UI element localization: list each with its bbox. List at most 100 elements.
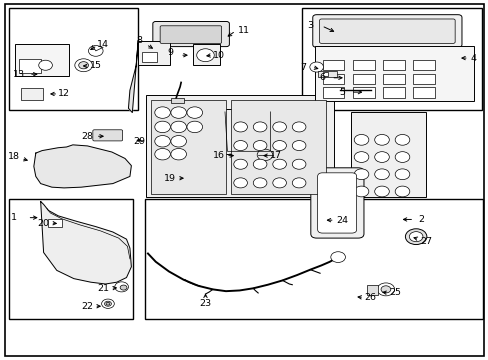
FancyBboxPatch shape: [312, 15, 461, 47]
Bar: [322, 87, 344, 98]
Circle shape: [253, 140, 266, 150]
Text: 2: 2: [417, 215, 423, 224]
Circle shape: [353, 186, 368, 197]
Text: 11: 11: [237, 26, 249, 35]
Text: 1: 1: [11, 213, 17, 222]
Circle shape: [106, 302, 110, 305]
Text: 28: 28: [81, 132, 93, 141]
Circle shape: [253, 159, 266, 169]
Bar: [350, 112, 426, 197]
Bar: [48, 220, 62, 226]
Text: 18: 18: [8, 152, 20, 161]
Text: 10: 10: [213, 51, 224, 60]
Circle shape: [408, 231, 422, 242]
Bar: [317, 71, 336, 77]
Circle shape: [88, 45, 103, 56]
Bar: [382, 87, 404, 98]
Circle shape: [233, 159, 247, 169]
Text: 8: 8: [136, 36, 142, 45]
Circle shape: [292, 178, 305, 188]
Circle shape: [155, 121, 170, 133]
Circle shape: [104, 301, 111, 306]
Circle shape: [120, 285, 127, 290]
Bar: [9, 8, 138, 110]
Text: 19: 19: [164, 174, 176, 183]
Bar: [19, 59, 41, 73]
Bar: [171, 98, 183, 103]
Polygon shape: [128, 41, 138, 113]
Text: 4: 4: [470, 54, 476, 63]
Bar: [382, 74, 404, 84]
Circle shape: [186, 107, 202, 118]
Bar: [146, 95, 333, 197]
Circle shape: [394, 186, 409, 197]
Circle shape: [186, 121, 202, 133]
Bar: [412, 87, 434, 98]
Bar: [322, 72, 328, 76]
Text: 9: 9: [167, 48, 173, 57]
Bar: [142, 51, 157, 62]
Circle shape: [155, 148, 170, 160]
Circle shape: [272, 140, 286, 150]
Circle shape: [170, 121, 186, 133]
Circle shape: [155, 107, 170, 118]
Circle shape: [353, 152, 368, 162]
Circle shape: [330, 252, 345, 262]
Circle shape: [292, 122, 305, 132]
Circle shape: [233, 122, 247, 132]
Polygon shape: [34, 145, 131, 188]
Circle shape: [170, 148, 186, 160]
Bar: [230, 100, 325, 194]
Bar: [412, 74, 434, 84]
Circle shape: [394, 152, 409, 162]
FancyBboxPatch shape: [153, 22, 229, 46]
Text: 13: 13: [13, 70, 25, 79]
Text: 22: 22: [81, 302, 93, 311]
Circle shape: [353, 169, 368, 180]
Text: 21: 21: [97, 284, 109, 293]
FancyBboxPatch shape: [319, 19, 454, 43]
Circle shape: [253, 122, 266, 132]
Circle shape: [292, 140, 305, 150]
Bar: [144, 199, 483, 319]
Circle shape: [394, 134, 409, 145]
Text: 14: 14: [97, 40, 109, 49]
Circle shape: [75, 59, 92, 72]
Circle shape: [374, 169, 388, 180]
Circle shape: [380, 286, 390, 293]
Bar: [412, 60, 434, 70]
Circle shape: [353, 134, 368, 145]
Bar: [151, 100, 226, 194]
Text: 3: 3: [306, 21, 313, 30]
Bar: [382, 60, 404, 70]
Bar: [322, 74, 344, 84]
Text: 15: 15: [90, 62, 102, 71]
Bar: [15, 44, 69, 76]
Circle shape: [272, 122, 286, 132]
Bar: [315, 45, 473, 101]
Bar: [21, 88, 43, 100]
Text: 12: 12: [58, 89, 70, 98]
Text: 7: 7: [300, 63, 305, 72]
Circle shape: [374, 152, 388, 162]
Text: 29: 29: [133, 137, 145, 146]
Circle shape: [155, 135, 170, 147]
Text: 5: 5: [338, 87, 345, 96]
Text: 23: 23: [199, 299, 211, 308]
Bar: [9, 199, 133, 319]
Text: 6: 6: [319, 73, 325, 82]
Circle shape: [292, 159, 305, 169]
Bar: [352, 60, 374, 70]
Text: 17: 17: [270, 151, 282, 160]
Bar: [352, 87, 374, 98]
Text: 26: 26: [364, 293, 376, 302]
Bar: [193, 44, 220, 64]
Circle shape: [309, 62, 323, 72]
Polygon shape: [41, 202, 131, 284]
Circle shape: [374, 186, 388, 197]
Circle shape: [272, 178, 286, 188]
Bar: [322, 60, 344, 70]
FancyBboxPatch shape: [317, 173, 356, 233]
Text: 24: 24: [335, 216, 347, 225]
Text: 16: 16: [213, 151, 224, 160]
